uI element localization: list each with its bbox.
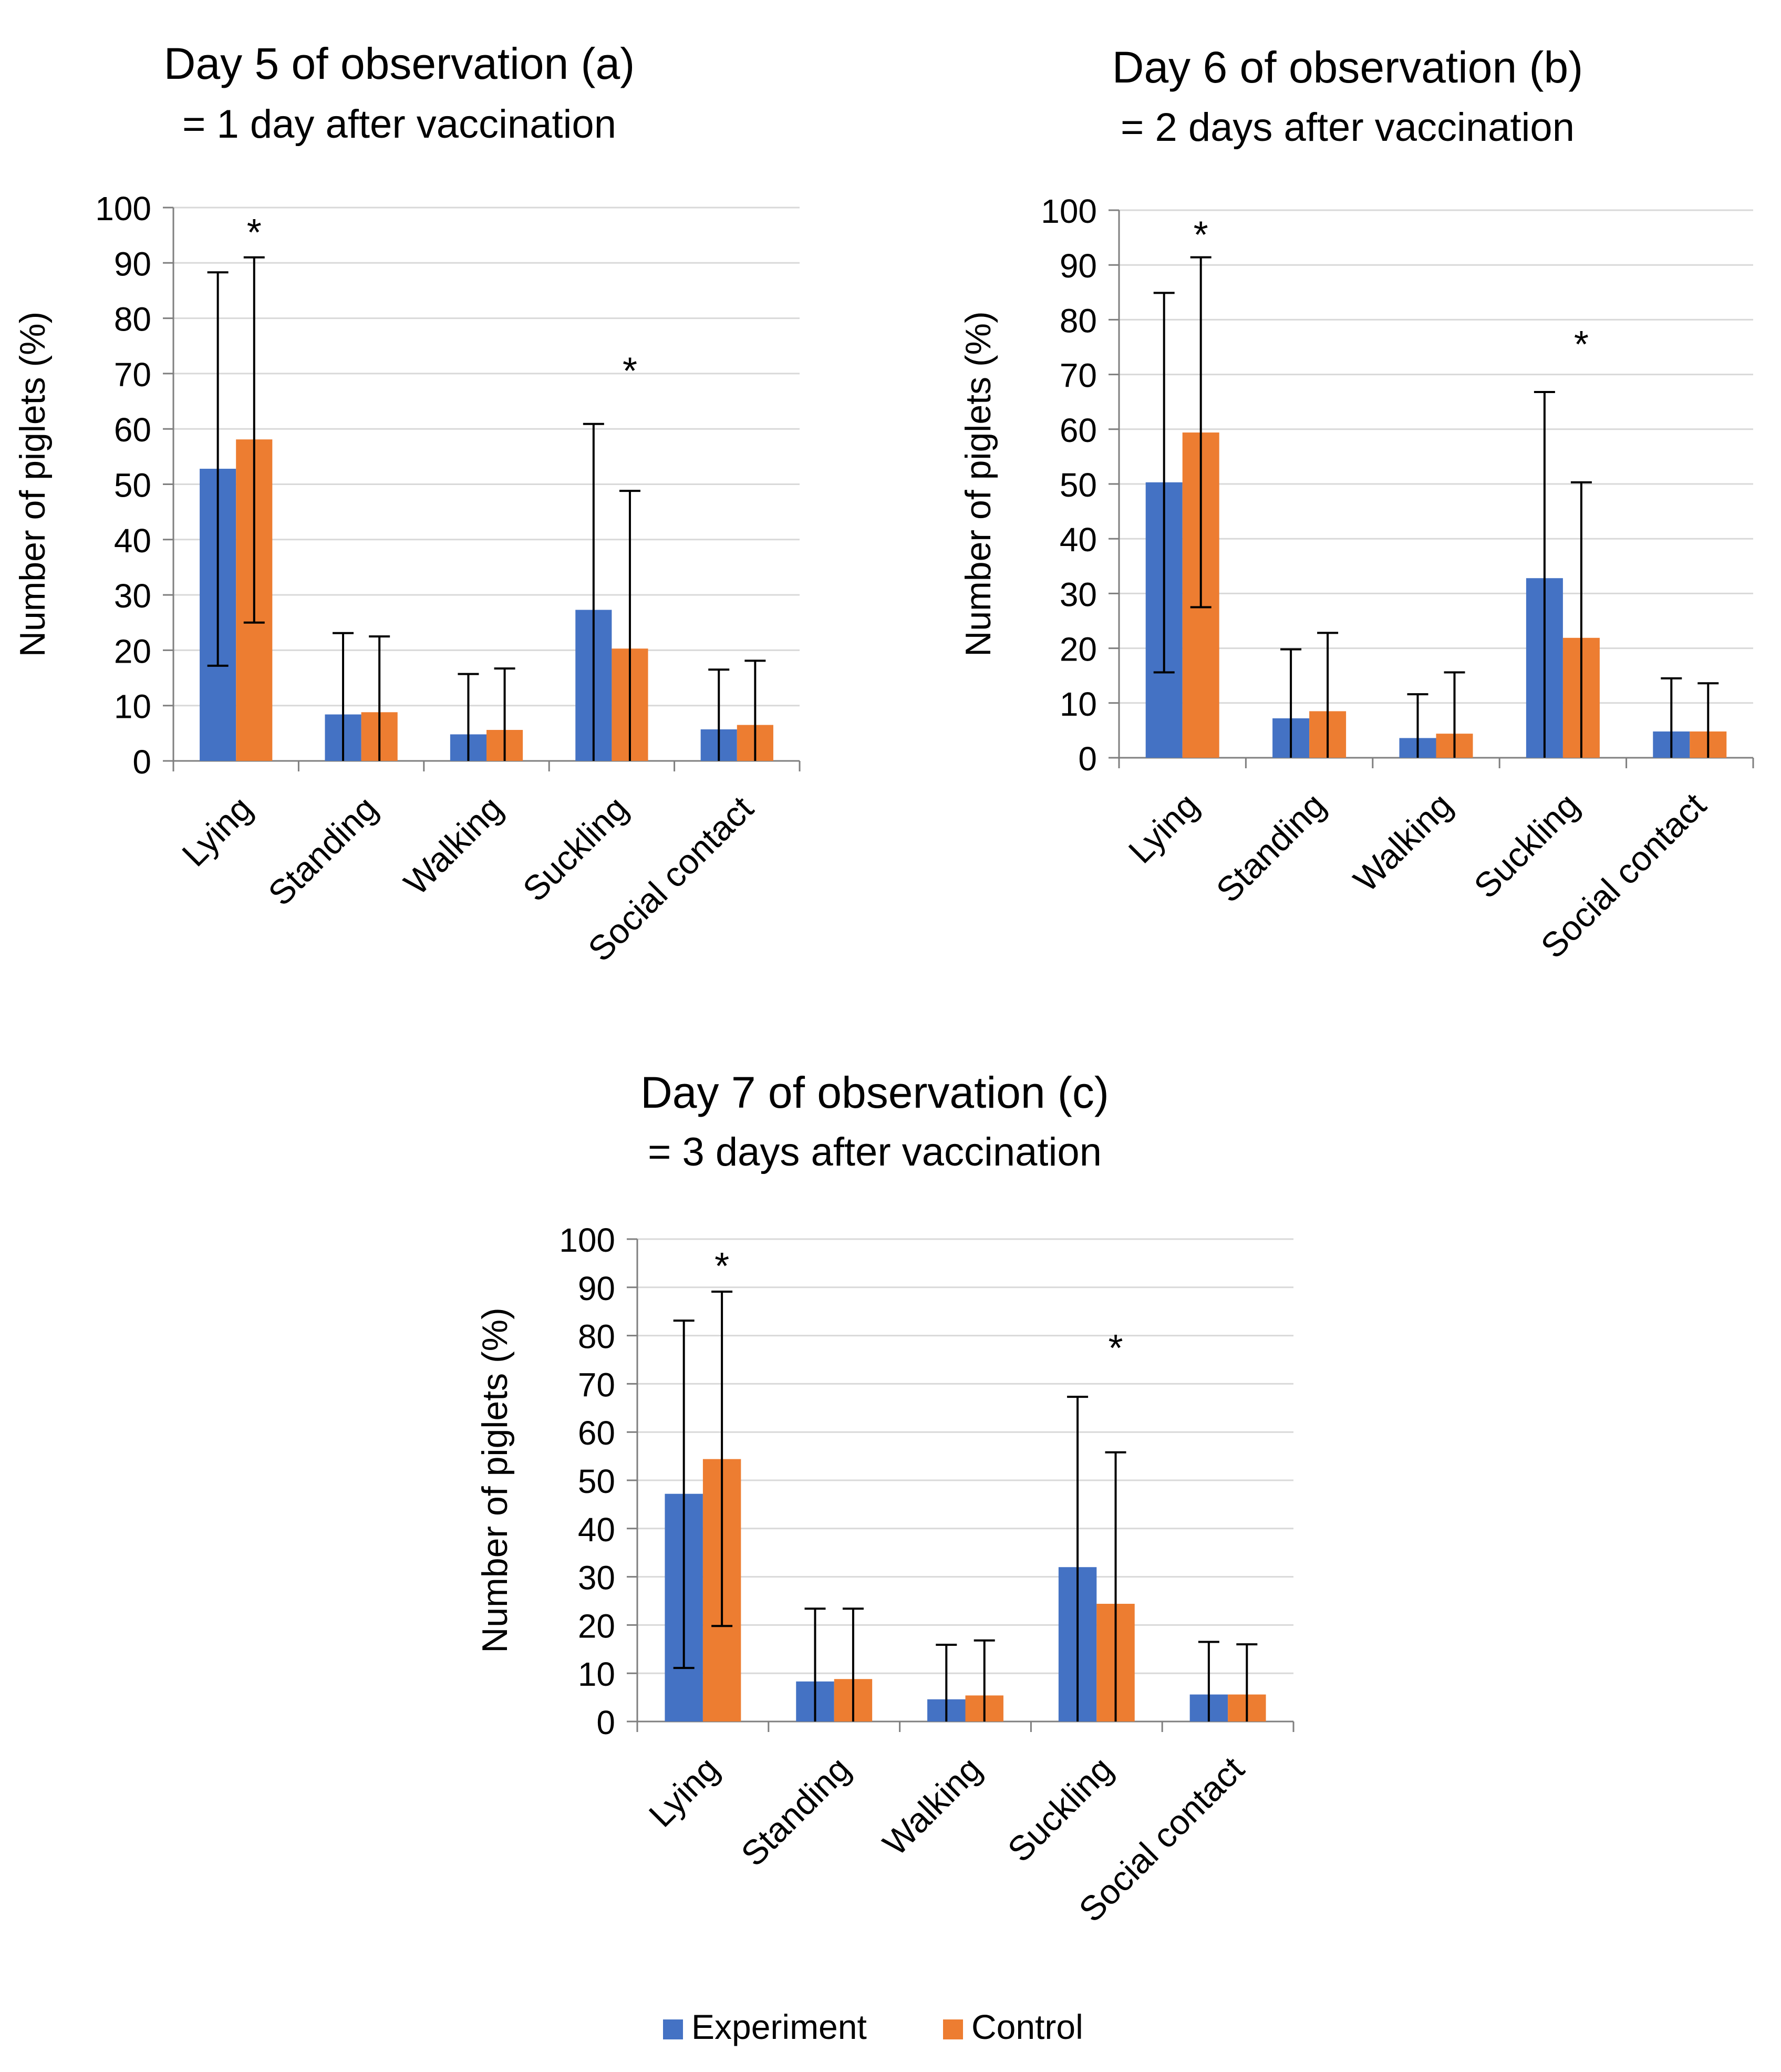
y-tick-label: 90 xyxy=(1060,247,1097,285)
chart-panel-3: Day 7 of observation (c) = 3 days after v… xyxy=(475,1068,1295,1929)
category-label: Suckling xyxy=(515,789,636,909)
significance-marker: * xyxy=(247,212,262,254)
y-tick-label: 0 xyxy=(596,1704,615,1741)
chart-panel-1: Day 5 of observation (a) = 1 day after va… xyxy=(13,39,801,968)
y-tick-label: 0 xyxy=(132,743,151,781)
y-tick-label: 100 xyxy=(1041,192,1097,230)
category-label: Lying xyxy=(1121,786,1206,871)
y-tick-label: 60 xyxy=(1060,411,1097,449)
category-label: Suckling xyxy=(1466,786,1587,906)
y-tick-label: 20 xyxy=(114,632,151,670)
y-tick-label: 50 xyxy=(578,1462,615,1500)
y-tick-label: 60 xyxy=(578,1414,615,1452)
y-tick-label: 100 xyxy=(559,1221,615,1259)
y-tick-label: 70 xyxy=(114,356,151,394)
y-tick-label: 70 xyxy=(578,1366,615,1404)
y-tick-label: 30 xyxy=(114,577,151,615)
y-tick-label: 30 xyxy=(1060,575,1097,613)
y-tick-label: 80 xyxy=(578,1318,615,1356)
category-label: Walking xyxy=(396,789,510,903)
y-tick-label: 50 xyxy=(114,467,151,504)
y-tick-label: 70 xyxy=(1060,357,1097,395)
chart-subtitle: = 3 days after vaccination xyxy=(648,1130,1102,1174)
y-axis-label: Number of piglets (%) xyxy=(475,1307,515,1653)
y-axis-label: Number of piglets (%) xyxy=(13,312,53,657)
category-label: Walking xyxy=(1346,786,1460,900)
significance-marker: * xyxy=(623,350,637,392)
significance-marker: * xyxy=(1109,1327,1123,1369)
chart-title: Day 7 of observation (c) xyxy=(640,1068,1109,1117)
legend-swatch-experiment xyxy=(663,2019,683,2039)
y-tick-label: 80 xyxy=(1060,302,1097,339)
chart-title: Day 6 of observation (b) xyxy=(1112,43,1583,92)
y-tick-label: 40 xyxy=(1060,521,1097,559)
category-label: Standing xyxy=(1208,786,1333,910)
legend: Experiment Control xyxy=(663,2007,1083,2046)
y-tick-label: 10 xyxy=(1060,685,1097,723)
y-tick-label: 90 xyxy=(114,245,151,283)
y-tick-label: 90 xyxy=(578,1270,615,1307)
legend-label-control: Control xyxy=(971,2007,1083,2046)
chart-subtitle: = 1 day after vaccination xyxy=(182,102,616,147)
chart-panel-2: Day 6 of observation (b) = 2 days after v… xyxy=(958,43,1754,965)
y-tick-label: 60 xyxy=(114,411,151,449)
category-label: Walking xyxy=(875,1749,989,1863)
legend-label-experiment: Experiment xyxy=(691,2007,867,2046)
significance-marker: * xyxy=(1194,214,1208,256)
significance-marker: * xyxy=(715,1245,729,1287)
y-tick-label: 50 xyxy=(1060,466,1097,504)
category-label: Standing xyxy=(733,1749,858,1874)
y-axis-label: Number of piglets (%) xyxy=(958,311,998,657)
legend-swatch-control xyxy=(943,2019,963,2039)
y-tick-label: 30 xyxy=(578,1559,615,1597)
category-label: Lying xyxy=(641,1749,727,1834)
category-label: Lying xyxy=(174,789,260,874)
y-tick-label: 100 xyxy=(95,190,151,228)
category-label: Suckling xyxy=(1000,1749,1120,1870)
category-label: Standing xyxy=(261,789,385,913)
chart-title: Day 5 of observation (a) xyxy=(164,39,635,88)
y-tick-label: 20 xyxy=(1060,631,1097,668)
y-tick-label: 10 xyxy=(578,1655,615,1693)
significance-marker: * xyxy=(1574,324,1589,366)
y-tick-label: 40 xyxy=(578,1511,615,1549)
y-tick-label: 0 xyxy=(1078,740,1097,778)
y-tick-label: 20 xyxy=(578,1607,615,1645)
chart-subtitle: = 2 days after vaccination xyxy=(1121,105,1575,150)
y-tick-label: 40 xyxy=(114,522,151,560)
y-tick-label: 80 xyxy=(114,301,151,338)
y-tick-label: 10 xyxy=(114,688,151,726)
